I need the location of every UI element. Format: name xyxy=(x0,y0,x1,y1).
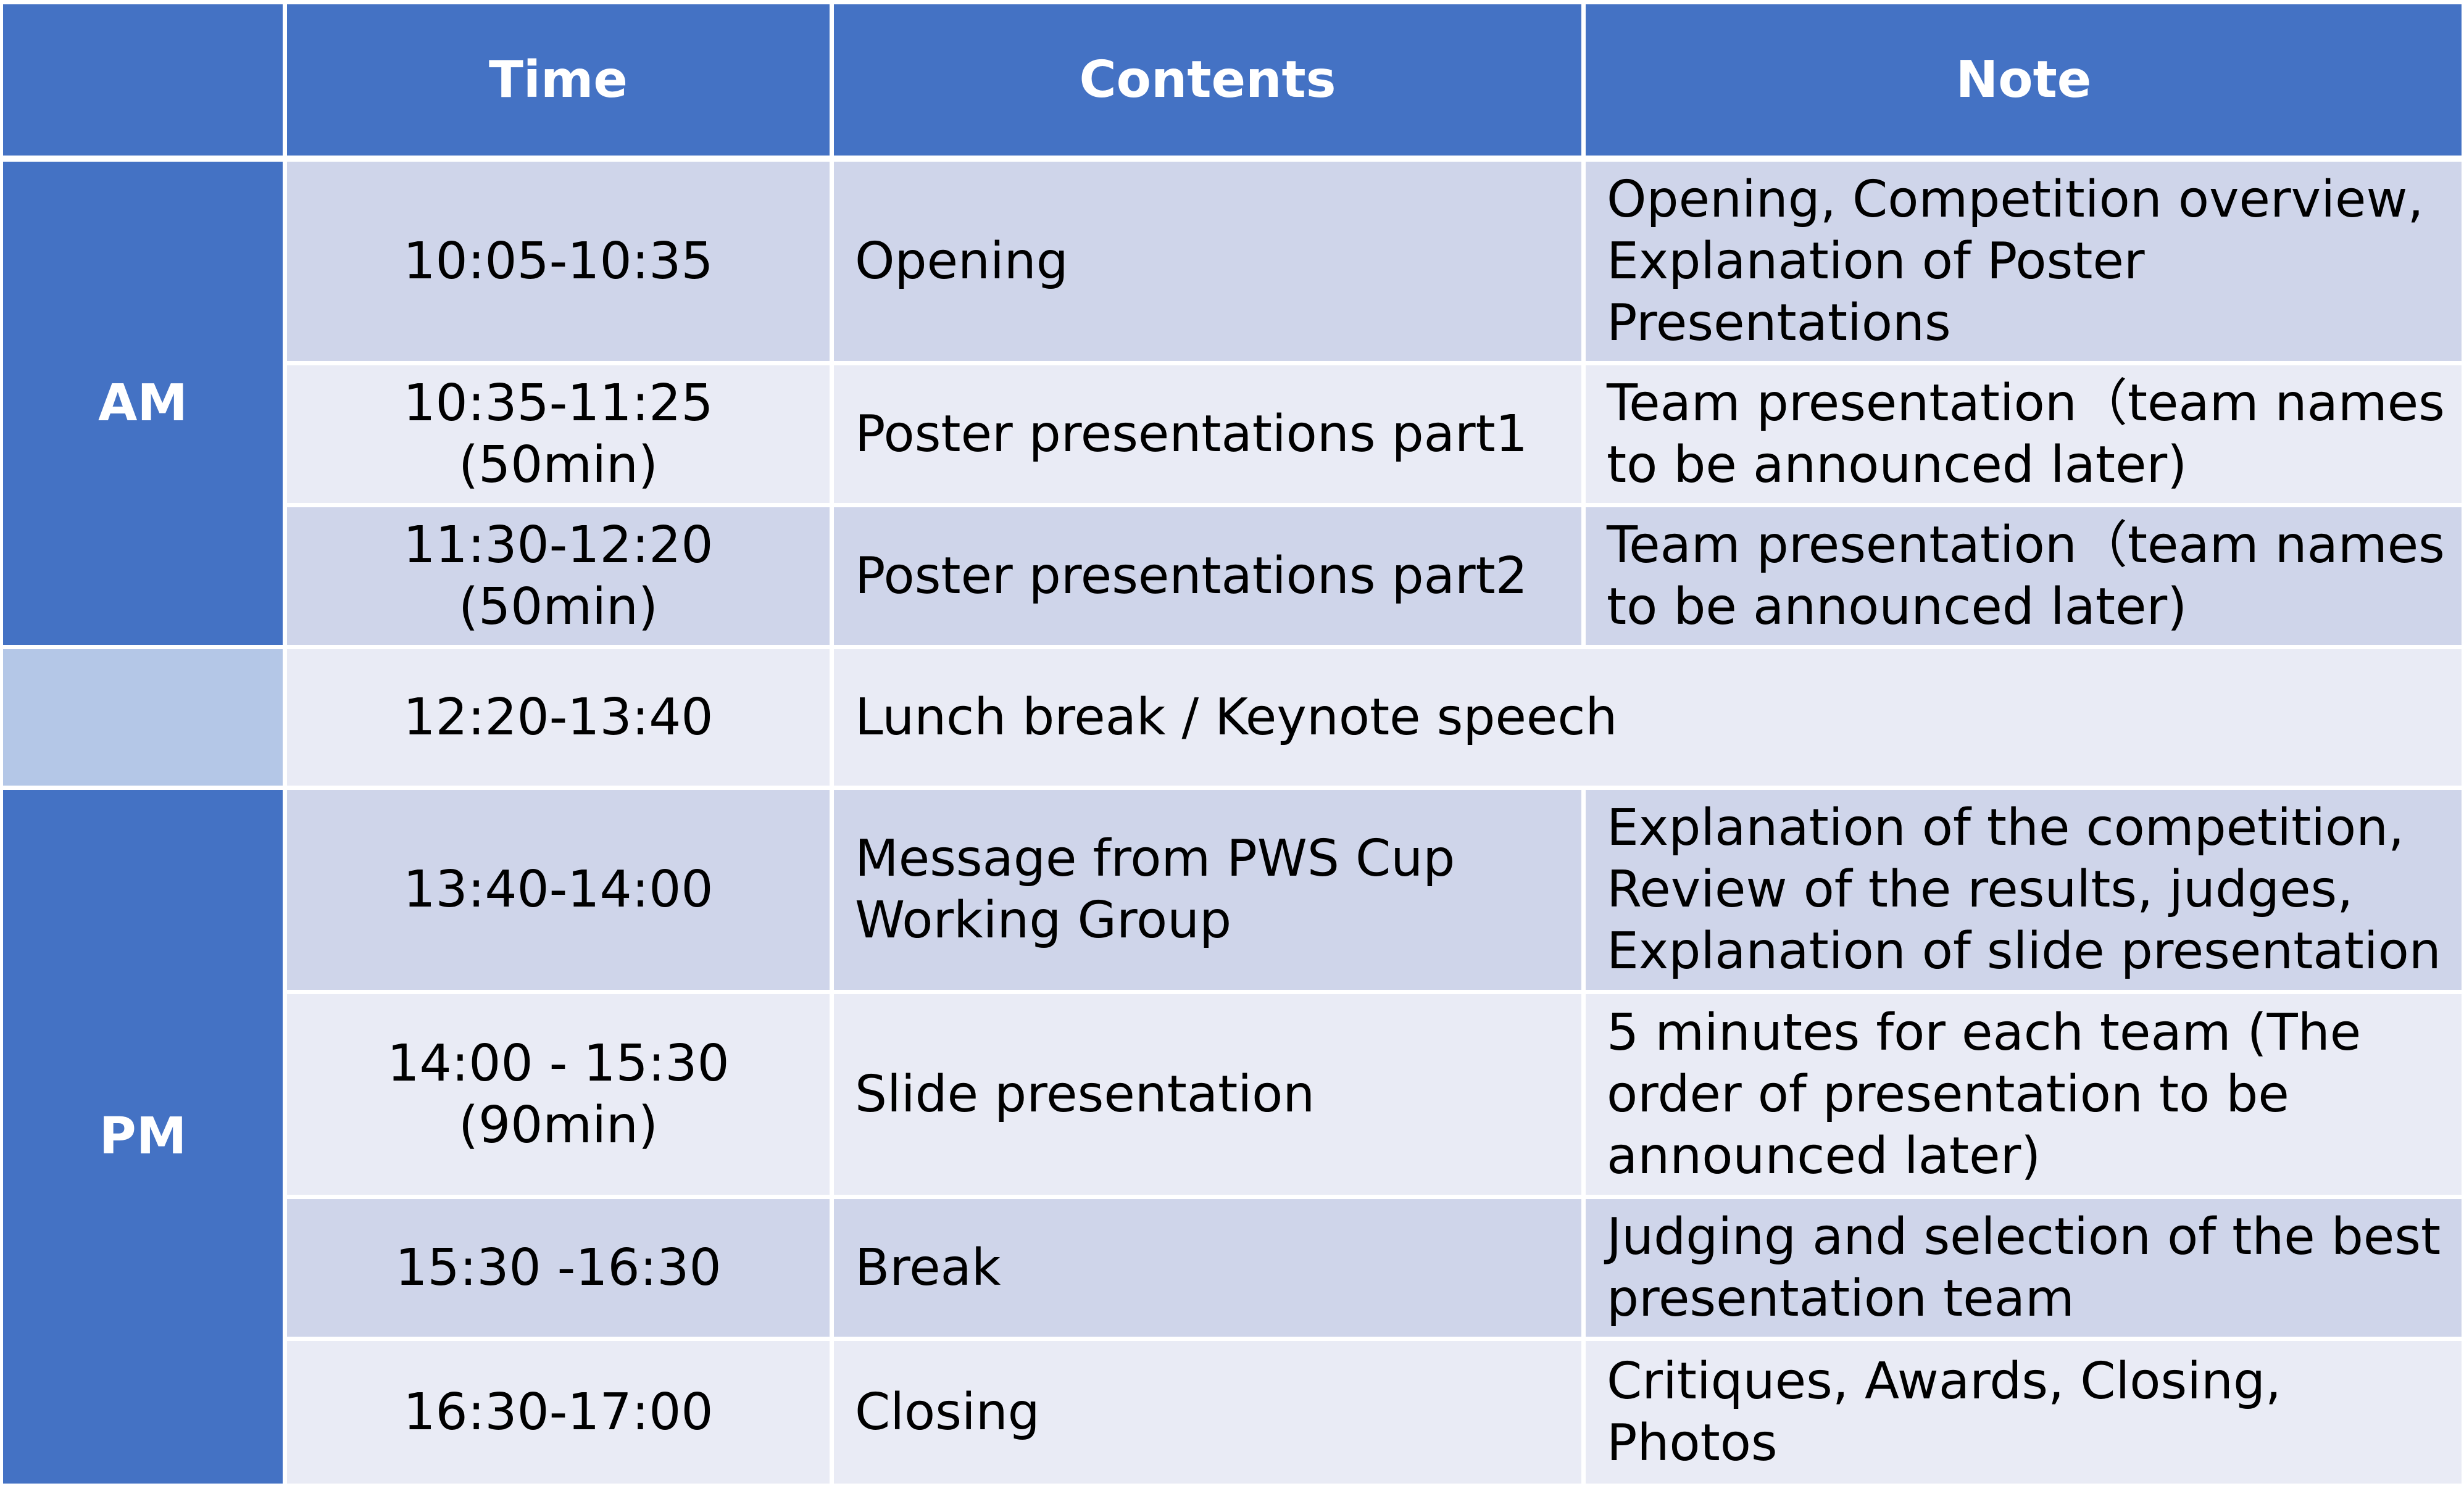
duration-line: (50min) xyxy=(459,435,658,494)
time-text: 13:40-14:00 xyxy=(403,859,713,921)
header-period-cell xyxy=(3,4,287,162)
time-cell: 12:20-13:40 xyxy=(287,649,834,790)
contents-cell: Poster presentations part2 xyxy=(834,507,1586,649)
contents-text: Poster presentations part2 xyxy=(855,546,1528,607)
contents-line: Opening xyxy=(855,231,1068,291)
header-contents: Contents xyxy=(834,4,1586,162)
note-cell: Explanation of the competition, Review o… xyxy=(1586,790,2462,994)
time-line: 10:35-11:25 xyxy=(403,373,714,433)
time-line: 13:40-14:00 xyxy=(403,860,714,919)
duration-line: (90min) xyxy=(459,1095,658,1155)
period-pm: PM xyxy=(3,790,287,1484)
time-line: 12:20-13:40 xyxy=(403,687,714,747)
time-text: 12:20-13:40 xyxy=(403,687,713,749)
contents-text: Poster presentations part1 xyxy=(855,404,1528,465)
note-line: 5 minutes for each team (The xyxy=(1607,1003,2362,1062)
note-line: Judging and selection of the best xyxy=(1607,1207,2441,1266)
contents-text: Message from PWS Cup Working Group xyxy=(855,828,1455,952)
note-text: Critiques, Awards, Closing, Photos xyxy=(1607,1351,2281,1474)
contents-text: Opening xyxy=(855,231,1068,293)
contents-cell: Break xyxy=(834,1199,1586,1341)
schedule-table: Time Contents Note AM PM 10:05-10:35 Ope… xyxy=(3,4,2462,1490)
contents-cell: Opening xyxy=(834,162,1586,365)
header-time: Time xyxy=(287,4,834,162)
contents-line: Slide presentation xyxy=(855,1065,1315,1124)
note-line: Explanation of Poster xyxy=(1607,231,2145,291)
contents-line: Message from PWS Cup xyxy=(855,829,1455,888)
note-line: announced later) xyxy=(1607,1126,2041,1185)
note-line: Critiques, Awards, Closing, xyxy=(1607,1351,2282,1411)
contents-cell: Poster presentations part1 xyxy=(834,365,1586,507)
contents-text: Lunch break / Keynote speech xyxy=(855,687,1617,749)
time-cell: 11:30-12:20 (50min) xyxy=(287,507,834,649)
contents-line: Poster presentations part2 xyxy=(855,546,1528,605)
note-line: to be announced later) xyxy=(1607,577,2187,636)
header-note: Note xyxy=(1586,4,2462,162)
note-cell: Team presentation（team names to be annou… xyxy=(1586,507,2462,649)
contents-line: Working Group xyxy=(855,891,1232,950)
note-cell: Critiques, Awards, Closing, Photos xyxy=(1586,1341,2462,1484)
note-text: Team presentation（team names to be annou… xyxy=(1607,373,2445,496)
time-text: 15:30 -16:30 xyxy=(395,1237,721,1299)
note-text: Team presentation（team names to be annou… xyxy=(1607,515,2445,638)
contents-line: Break xyxy=(855,1238,1001,1297)
note-cell: 5 minutes for each team (The order of pr… xyxy=(1586,994,2462,1199)
note-line: Opening, Competition overview, xyxy=(1607,170,2424,229)
contents-text: Slide presentation xyxy=(855,1064,1315,1126)
time-text: 11:30-12:20 (50min) xyxy=(403,515,713,638)
time-line: 16:30-17:00 xyxy=(403,1382,714,1442)
note-line: Team presentation（team names xyxy=(1607,373,2445,433)
contents-text: Break xyxy=(855,1237,1001,1299)
contents-cell: Slide presentation xyxy=(834,994,1586,1199)
time-text: 10:35-11:25 (50min) xyxy=(403,373,713,496)
note-line: to be announced later) xyxy=(1607,435,2187,494)
time-text: 10:05-10:35 xyxy=(403,231,713,293)
note-cell: Team presentation（team names to be annou… xyxy=(1586,365,2462,507)
time-line: 11:30-12:20 xyxy=(403,515,714,575)
note-line: presentation team xyxy=(1607,1269,2075,1328)
time-cell: 14:00 - 15:30 (90min) xyxy=(287,994,834,1199)
contents-text: Closing xyxy=(855,1382,1040,1443)
note-line: order of presentation to be xyxy=(1607,1065,2289,1124)
contents-cell-merged: Lunch break / Keynote speech xyxy=(834,649,2462,790)
note-text: Explanation of the competition, Review o… xyxy=(1607,797,2441,982)
time-cell: 10:35-11:25 (50min) xyxy=(287,365,834,507)
time-line: 15:30 -16:30 xyxy=(395,1238,722,1297)
period-lunch xyxy=(3,649,287,790)
time-line: 14:00 - 15:30 xyxy=(387,1034,730,1093)
time-cell: 15:30 -16:30 xyxy=(287,1199,834,1341)
period-am: AM xyxy=(3,162,287,649)
time-text: 14:00 - 15:30 (90min) xyxy=(387,1033,729,1156)
time-text: 16:30-17:00 xyxy=(403,1382,713,1443)
note-line: Review of the results, judges, xyxy=(1607,860,2354,919)
note-text: Opening, Competition overview, Explanati… xyxy=(1607,169,2424,354)
contents-line: Closing xyxy=(855,1382,1040,1442)
note-text: 5 minutes for each team (The order of pr… xyxy=(1607,1002,2361,1187)
note-line: Explanation of slide presentation xyxy=(1607,922,2441,981)
duration-line: (50min) xyxy=(459,577,658,636)
note-cell: Opening, Competition overview, Explanati… xyxy=(1586,162,2462,365)
time-cell: 13:40-14:00 xyxy=(287,790,834,994)
time-line: 10:05-10:35 xyxy=(403,231,714,291)
contents-line: Poster presentations part1 xyxy=(855,404,1528,463)
time-cell: 10:05-10:35 xyxy=(287,162,834,365)
note-cell: Judging and selection of the best presen… xyxy=(1586,1199,2462,1341)
contents-cell: Closing xyxy=(834,1341,1586,1484)
note-line: Explanation of the competition, xyxy=(1607,799,2405,857)
note-text: Judging and selection of the best presen… xyxy=(1607,1206,2441,1330)
time-cell: 16:30-17:00 xyxy=(287,1341,834,1484)
contents-cell: Message from PWS Cup Working Group xyxy=(834,790,1586,994)
note-line: Photos xyxy=(1607,1413,1778,1472)
contents-line: Lunch break / Keynote speech xyxy=(855,687,1618,747)
note-line: Presentations xyxy=(1607,293,1951,352)
note-line: Team presentation（team names xyxy=(1607,515,2445,575)
